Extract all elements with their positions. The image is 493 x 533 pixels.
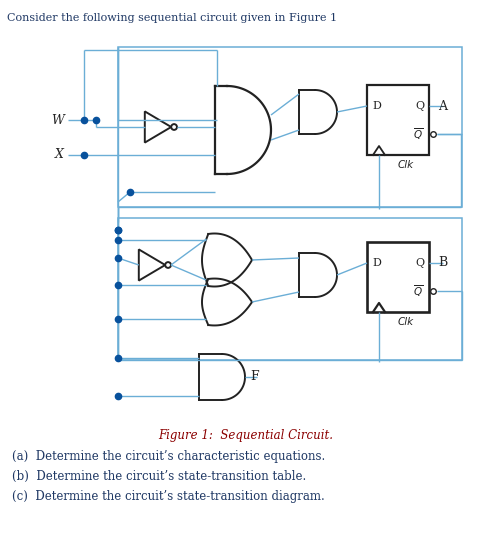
Text: X: X bbox=[55, 149, 64, 161]
Text: (b)  Determine the circuit’s state-transition table.: (b) Determine the circuit’s state-transi… bbox=[12, 470, 306, 483]
Text: W: W bbox=[51, 114, 64, 126]
Text: D: D bbox=[372, 258, 381, 268]
Text: B: B bbox=[438, 256, 447, 270]
Text: F: F bbox=[250, 370, 259, 384]
Text: Clk: Clk bbox=[398, 317, 414, 327]
Bar bbox=[367, 242, 429, 312]
Text: (c)  Determine the circuit’s state-transition diagram.: (c) Determine the circuit’s state-transi… bbox=[12, 490, 325, 503]
Text: Clk: Clk bbox=[398, 160, 414, 170]
Text: D: D bbox=[372, 101, 381, 111]
Bar bbox=[118, 218, 462, 360]
Text: Q: Q bbox=[415, 101, 424, 111]
Text: $\overline{Q}$: $\overline{Q}$ bbox=[413, 283, 423, 299]
Text: Figure 1:  Sequential Circuit.: Figure 1: Sequential Circuit. bbox=[159, 429, 333, 442]
Bar bbox=[367, 85, 429, 155]
Text: Consider the following sequential circuit given in Figure 1: Consider the following sequential circui… bbox=[7, 13, 337, 23]
Text: Q: Q bbox=[415, 258, 424, 268]
Text: $\overline{Q}$: $\overline{Q}$ bbox=[413, 126, 423, 142]
Text: A: A bbox=[438, 100, 447, 112]
Text: (a)  Determine the circuit’s characteristic equations.: (a) Determine the circuit’s characterist… bbox=[12, 450, 325, 463]
Bar bbox=[118, 47, 462, 207]
